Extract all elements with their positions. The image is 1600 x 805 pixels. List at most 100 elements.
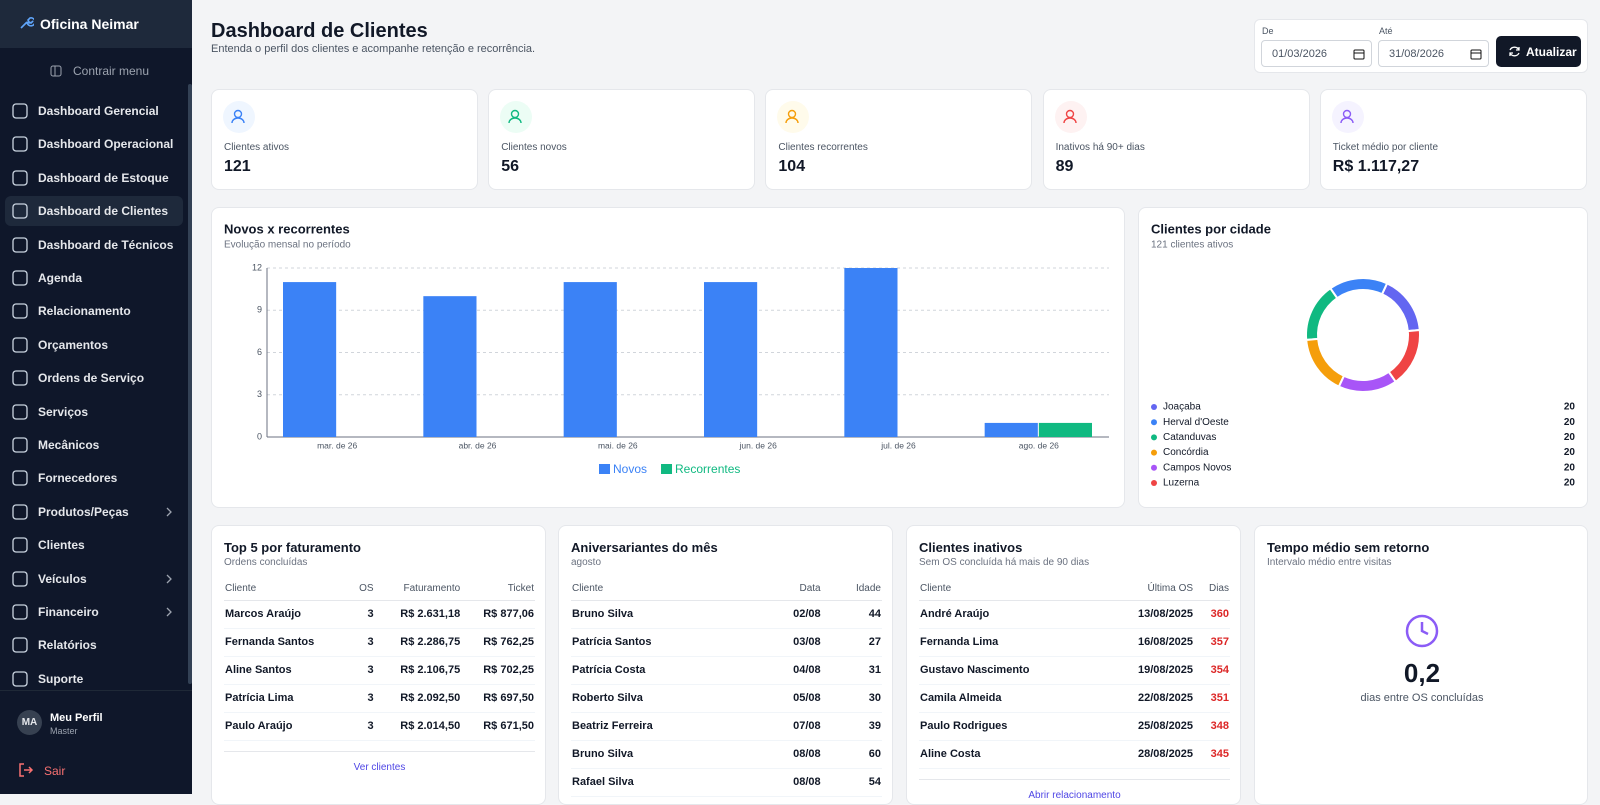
- menu-label: Mecânicos: [38, 438, 100, 452]
- menu-item[interactable]: Mecânicos: [5, 430, 183, 460]
- birthdays-card: Aniversariantes do mês agosto Cliente Dat…: [558, 525, 893, 805]
- menu-item[interactable]: Relatórios: [5, 630, 183, 660]
- card-link[interactable]: Abrir relacionamento: [919, 779, 1230, 801]
- table-row: Paulo Rodrigues 25/08/2025 348: [919, 712, 1230, 741]
- menu-icon: [12, 604, 28, 620]
- icon-shape: [12, 504, 28, 520]
- table-cell: R$ 762,25: [461, 628, 535, 657]
- menu-item[interactable]: Serviços: [5, 397, 183, 427]
- table-row: André Araújo 13/08/2025 360: [919, 600, 1230, 629]
- inactive-card: Clientes inativos Sem OS concluída há ma…: [906, 525, 1241, 805]
- header-row: Cliente Data Idade: [571, 578, 882, 601]
- scrollbar[interactable]: [188, 84, 192, 684]
- menu-label: Dashboard de Estoque: [38, 170, 169, 185]
- avg-caption: dias entre OS concluídas: [1360, 692, 1484, 704]
- menu-icon: [12, 170, 28, 186]
- icon-body: [231, 117, 245, 124]
- table-cell: Patrícia Santos: [571, 628, 756, 657]
- kpi-value: 56: [501, 158, 519, 175]
- menu-item[interactable]: Dashboard de Estoque: [5, 163, 183, 193]
- chart-subtitle: 121 clientes ativos: [1151, 240, 1233, 251]
- menu-item[interactable]: Dashboard de Técnicos: [5, 230, 183, 260]
- chevron-path: [166, 607, 172, 617]
- kpi-card: Inativos há 90+ dias 89: [1042, 89, 1310, 190]
- menu-label: Financeiro: [38, 605, 99, 619]
- table-cell: 05/08: [755, 684, 822, 713]
- column-header: Data: [755, 578, 822, 601]
- icon-shape: [12, 337, 28, 353]
- menu-item[interactable]: Orçamentos: [5, 330, 183, 360]
- icon-shape: [12, 370, 28, 386]
- table-cell: André Araújo: [919, 600, 1101, 629]
- table-cell: 3: [351, 712, 375, 741]
- table-row: Patrícia Costa 04/08 31: [571, 656, 882, 685]
- table-cell: R$ 2.014,50: [374, 712, 462, 741]
- kpi-label: Clientes ativos: [224, 142, 290, 153]
- menu-item[interactable]: Suporte: [5, 664, 183, 694]
- logout[interactable]: Sair: [44, 764, 66, 778]
- table-cell: 07/08: [755, 712, 822, 741]
- pie-slice: [1337, 370, 1398, 393]
- y-tick-label: 9: [257, 305, 262, 315]
- menu-item[interactable]: Dashboard Gerencial: [5, 96, 183, 126]
- menu-icon: [12, 504, 28, 520]
- menu-item[interactable]: Dashboard de Clientes: [5, 196, 183, 227]
- y-tick-label: 0: [257, 431, 262, 441]
- bar: [563, 282, 617, 437]
- table-cell: R$ 2.631,18: [374, 600, 462, 629]
- menu-item[interactable]: Ordens de Serviço: [5, 363, 183, 393]
- menu-item[interactable]: Clientes: [5, 530, 183, 560]
- table-cell: 3: [351, 600, 375, 629]
- menu-item[interactable]: Veículos: [5, 564, 183, 594]
- pie-slice: [1305, 286, 1339, 342]
- menu-item[interactable]: Financeiro: [5, 597, 183, 627]
- menu-item[interactable]: Produtos/Peças: [5, 497, 183, 527]
- collapse-icon: [50, 65, 62, 77]
- date-from-value: 01/03/2026: [1272, 48, 1328, 60]
- legend-value: 20: [1564, 402, 1576, 413]
- kpi-value: 89: [1055, 158, 1074, 175]
- menu-item[interactable]: Dashboard Operacional: [5, 129, 183, 159]
- menu-item[interactable]: Agenda: [5, 263, 183, 293]
- column-header: Dias: [1194, 578, 1230, 601]
- bar-card: Novos x recorrentes Evolução mensal no pe…: [211, 207, 1125, 508]
- menu-item[interactable]: Fornecedores: [5, 463, 183, 493]
- pie-slice: [1387, 328, 1421, 384]
- card-title: Top 5 por faturamento: [224, 540, 361, 555]
- chevron: [166, 574, 172, 584]
- bar: [283, 282, 337, 437]
- date-from[interactable]: 01/03/2026: [1261, 40, 1372, 67]
- menu-icon: [12, 337, 28, 353]
- profile-name[interactable]: Meu Perfil: [50, 712, 103, 724]
- data-table: Cliente OS Faturamento Ticket Marcos Araújo 3…: [224, 578, 535, 741]
- legend-label: Luzerna: [1163, 478, 1200, 489]
- table-cell: 28/08/2025: [1100, 740, 1195, 769]
- card-link[interactable]: Ver clientes: [224, 751, 535, 773]
- avatar[interactable]: MA: [17, 710, 42, 735]
- menu-icon: [12, 537, 28, 553]
- sidebar: Oficina Neimar Contrair menu Dashboard G…: [0, 0, 192, 794]
- menu-item[interactable]: Relacionamento: [5, 296, 183, 326]
- date-to[interactable]: 31/08/2026: [1378, 40, 1489, 67]
- x-tick-label: mar. de 26: [317, 440, 357, 450]
- calendar-icon: [1470, 49, 1482, 60]
- table-row: Aline Costa 28/08/2025 345: [919, 740, 1230, 769]
- brand-icon: [20, 17, 34, 29]
- icon-shape: [12, 437, 28, 453]
- table-cell: 08/08: [755, 740, 822, 769]
- refresh-button[interactable]: Atualizar: [1496, 36, 1581, 67]
- icon-body: [1340, 117, 1354, 124]
- menu-label: Dashboard de Técnicos: [38, 237, 174, 252]
- legend-value: 20: [1564, 417, 1576, 428]
- menu-icon: [12, 570, 28, 587]
- icon-shape: [12, 236, 28, 253]
- menu-label: Relatórios: [38, 638, 97, 653]
- legend-value: 20: [1564, 462, 1576, 473]
- menu-label: Suporte: [38, 671, 84, 686]
- table-cell: 19/08/2025: [1100, 656, 1195, 685]
- legend-value: 20: [1564, 432, 1576, 443]
- bar: [984, 422, 1038, 437]
- legend-label: Recorrentes: [675, 462, 740, 476]
- menu-icon: [12, 103, 28, 119]
- legend-dot: [1151, 434, 1157, 441]
